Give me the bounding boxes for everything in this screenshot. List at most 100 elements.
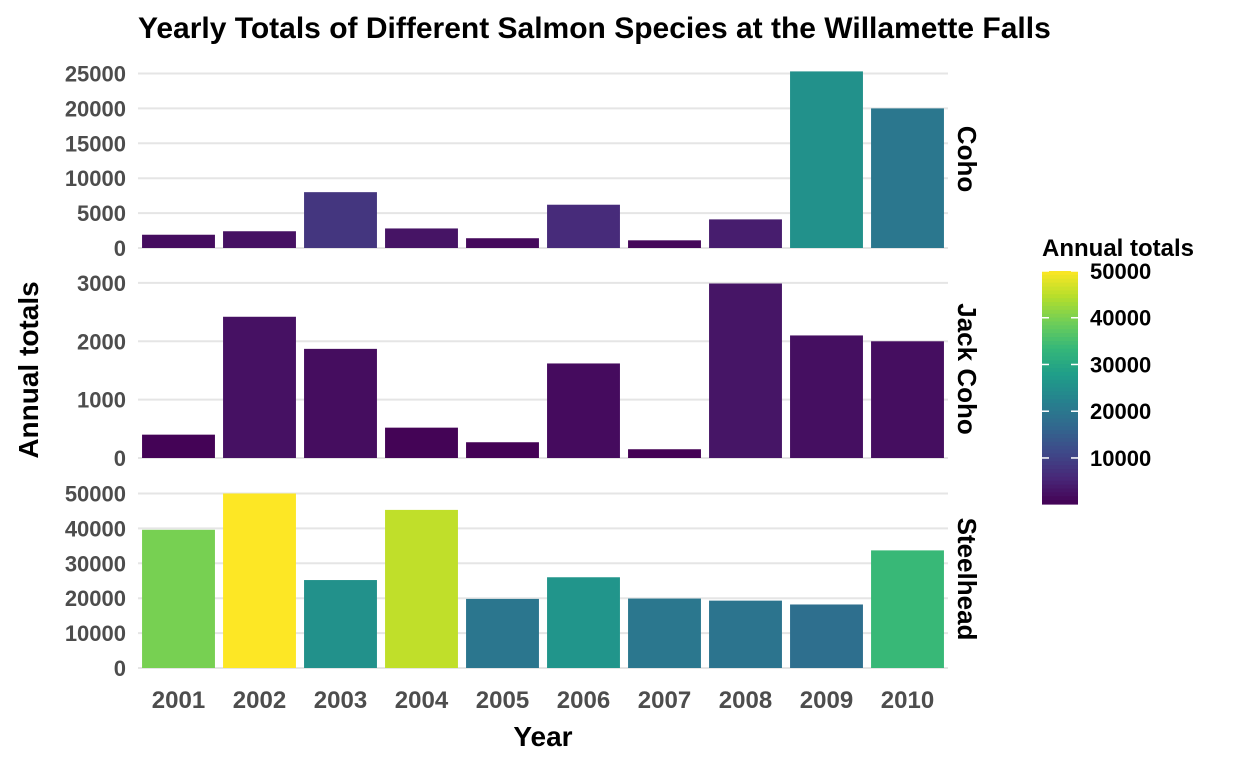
colorbar-segment [1042,492,1078,497]
y-tick-label: 15000 [65,131,126,156]
y-tick-label: 20000 [65,586,126,611]
bar-jack-coho-2004 [385,427,458,458]
chart-panels: 0 5000 10000 15000 20000 25000 Coho 0 1000 2000 30… [65,61,982,681]
colorbar-segment [1042,465,1078,470]
bar-coho-2008 [709,219,782,248]
colorbar-segment [1042,387,1078,392]
colorbar-segment [1042,403,1078,408]
colorbar-segment [1042,426,1078,431]
colorbar-segment [1042,422,1078,427]
y-tick-label: 1000 [77,388,126,413]
y-tick-label: 2000 [77,329,126,354]
colorbar-segment [1042,469,1078,474]
colorbar-segment [1042,278,1078,284]
colorbar-segment [1042,352,1078,358]
legend-tick-label: 40000 [1090,306,1151,331]
x-axis: 2001 2002 2003 2004 2005 2006 2007 2008 2009 2010 [152,687,934,714]
colorbar-segment [1042,437,1078,443]
x-tick-label: 2009 [800,687,853,714]
colorbar-segment [1042,305,1078,311]
colorbar-segment [1042,309,1078,315]
colorbar-segment [1042,344,1078,350]
colorbar-segment [1042,364,1078,369]
colorbar-segment [1042,340,1078,346]
bar-coho-2003 [304,192,377,248]
colorbar-segment [1042,399,1078,404]
colorbar-segment [1042,271,1078,276]
x-tick-label: 2003 [314,687,367,714]
bar-coho-2002 [223,231,296,248]
legend-tick-label: 10000 [1090,446,1151,471]
bar-coho-2005 [466,238,539,248]
colorbar-segment [1042,371,1078,377]
y-tick-label: 50000 [65,481,126,506]
y-tick-label: 25000 [65,61,126,86]
colorbar-segment [1042,375,1078,381]
y-tick-label: 10000 [65,166,126,191]
bar-steelhead-2009 [790,604,863,668]
colorbar-segment [1042,383,1078,389]
colorbar-segment [1042,418,1078,424]
y-tick-label: 30000 [65,551,126,576]
facet-strip-label: Jack Coho [952,303,982,435]
bar-steelhead-2001 [142,529,215,668]
facet-strip-label: Steelhead [952,518,982,641]
bar-steelhead-2008 [709,600,782,668]
bar-coho-2006 [547,204,620,248]
colorbar-segment [1042,302,1078,307]
panel-coho: 0 5000 10000 15000 20000 25000 Coho [65,61,982,261]
colorbar-segment [1042,379,1078,385]
x-tick-label: 2007 [638,687,691,714]
bar-steelhead-2002 [223,493,296,668]
colorbar-segment [1042,333,1078,338]
colorbar-segment [1042,274,1078,280]
y-tick-label: 10000 [65,621,126,646]
y-tick-label: 3000 [77,271,126,296]
bar-steelhead-2004 [385,509,458,668]
colorbar-segment [1042,294,1078,299]
colorbar-segment [1042,313,1078,319]
legend-title: Annual totals [1042,235,1194,262]
legend-tick-label: 50000 [1090,259,1151,284]
bar-steelhead-2006 [547,577,620,668]
colorbar-segment [1042,414,1078,420]
x-tick-label: 2001 [152,687,205,714]
colorbar-segment [1042,298,1078,303]
colorbar-segment [1042,406,1078,412]
colorbar-segment [1042,325,1078,330]
colorbar-segment [1042,286,1078,292]
legend-tick-label: 30000 [1090,352,1151,377]
colorbar-segment [1042,410,1078,416]
colorbar-segment [1042,445,1078,451]
facet-strip-label: Coho [952,126,982,192]
x-tick-label: 2005 [476,687,529,714]
colorbar-segment [1042,484,1078,490]
colorbar-segment [1042,488,1078,493]
colorbar-segment [1042,430,1078,435]
bar-jack-coho-2002 [223,316,296,458]
colorbar-segment [1042,360,1078,365]
bar-jack-coho-2001 [142,434,215,458]
bar-steelhead-2010 [871,550,944,668]
colorbar-segment [1042,317,1078,323]
colorbar-segment [1042,449,1078,455]
y-tick-label: 0 [114,446,126,471]
y-tick-label: 0 [114,656,126,681]
bar-steelhead-2005 [466,598,539,668]
colorbar-segment [1042,391,1078,396]
x-tick-label: 2008 [719,687,772,714]
bar-coho-2009 [790,71,863,248]
colorbar-segment [1042,337,1078,342]
chart-title: Yearly Totals of Different Salmon Specie… [138,12,1051,45]
bar-coho-2010 [871,108,944,249]
y-tick-label: 40000 [65,516,126,541]
colorbar-segment [1042,348,1078,354]
bar-jack-coho-2006 [547,363,620,458]
y-axis-title: Annual totals [13,281,44,458]
colorbar-segment [1042,434,1078,439]
colorbar-segment [1042,321,1078,326]
panel-jack-coho: 0 1000 2000 3000 Jack Coho [77,271,982,471]
panel-steelhead: 0 10000 20000 30000 40000 50000 Steelhead [65,481,982,681]
colorbar-segment [1042,368,1078,373]
